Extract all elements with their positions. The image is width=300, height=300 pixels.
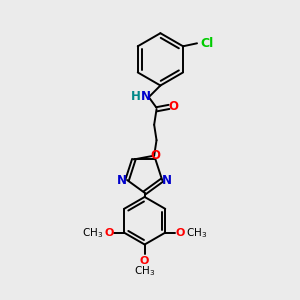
Text: O: O (104, 228, 114, 238)
Text: O: O (140, 256, 149, 266)
Text: CH$_3$: CH$_3$ (134, 264, 155, 278)
Text: CH$_3$: CH$_3$ (82, 226, 103, 239)
Text: CH$_3$: CH$_3$ (186, 226, 208, 239)
Text: H: H (130, 90, 140, 103)
Text: O: O (151, 148, 160, 161)
Text: N: N (117, 174, 127, 187)
Text: Cl: Cl (200, 37, 213, 50)
Text: N: N (162, 174, 172, 187)
Text: O: O (176, 228, 185, 238)
Text: N: N (141, 90, 151, 103)
Text: O: O (169, 100, 179, 113)
